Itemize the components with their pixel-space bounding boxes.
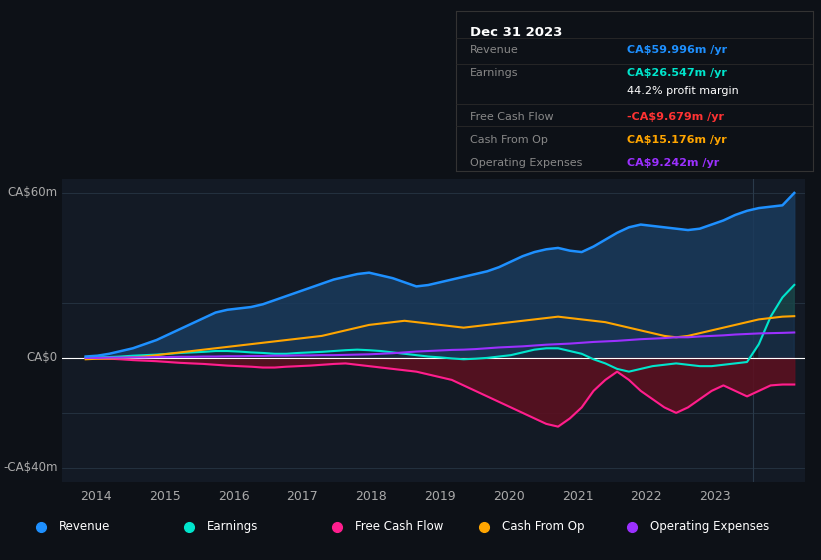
Text: Free Cash Flow: Free Cash Flow [355, 520, 443, 533]
Text: CA$9.242m /yr: CA$9.242m /yr [627, 158, 719, 168]
Text: Operating Expenses: Operating Expenses [470, 158, 582, 168]
Text: Earnings: Earnings [207, 520, 259, 533]
Text: CA$60m: CA$60m [7, 186, 57, 199]
Text: Revenue: Revenue [59, 520, 111, 533]
Text: Revenue: Revenue [470, 44, 519, 54]
Text: CA$15.176m /yr: CA$15.176m /yr [627, 136, 727, 146]
Text: CA$59.996m /yr: CA$59.996m /yr [627, 44, 727, 54]
Text: Cash From Op: Cash From Op [502, 520, 585, 533]
Text: -CA$9.679m /yr: -CA$9.679m /yr [627, 111, 724, 122]
Text: Dec 31 2023: Dec 31 2023 [470, 26, 562, 39]
Text: Operating Expenses: Operating Expenses [650, 520, 769, 533]
Text: -CA$40m: -CA$40m [3, 461, 57, 474]
Text: 44.2% profit margin: 44.2% profit margin [627, 86, 739, 96]
Text: Free Cash Flow: Free Cash Flow [470, 111, 553, 122]
Text: CA$0: CA$0 [27, 351, 57, 365]
Text: CA$26.547m /yr: CA$26.547m /yr [627, 68, 727, 78]
Text: Cash From Op: Cash From Op [470, 136, 548, 146]
Text: Earnings: Earnings [470, 68, 518, 78]
